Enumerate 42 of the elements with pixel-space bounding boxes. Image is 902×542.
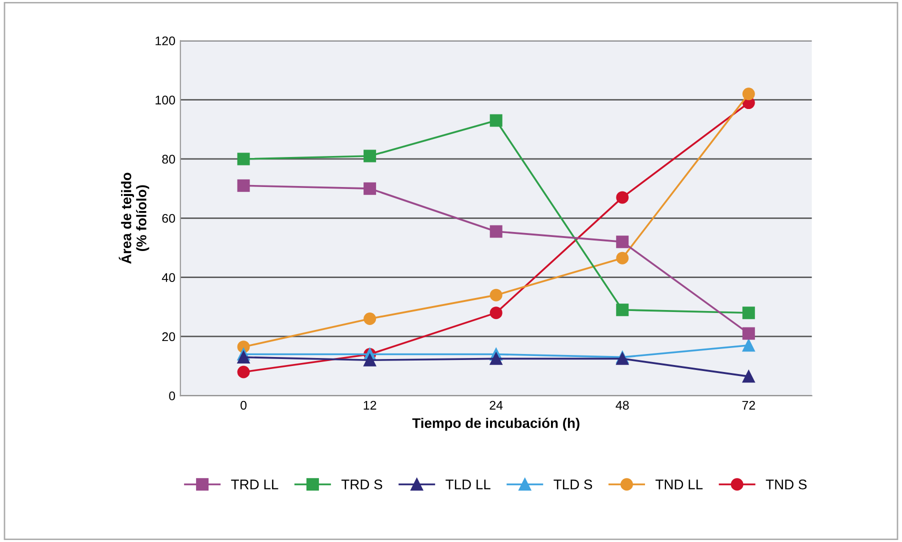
point bbox=[490, 114, 502, 127]
point bbox=[742, 327, 755, 340]
y-tick-label: 80 bbox=[162, 154, 176, 164]
point bbox=[616, 236, 629, 248]
y-tick-label: 60 bbox=[162, 214, 176, 223]
point bbox=[616, 191, 629, 204]
x-tick-label: 48 bbox=[616, 400, 629, 410]
x-tick-label: 24 bbox=[490, 400, 503, 410]
point bbox=[490, 352, 502, 365]
point bbox=[364, 354, 376, 366]
point bbox=[237, 366, 250, 378]
point bbox=[616, 304, 629, 316]
point bbox=[616, 252, 629, 264]
point bbox=[364, 182, 376, 195]
point bbox=[237, 179, 250, 192]
y-tick-label: 0 bbox=[169, 391, 176, 400]
x-tick-label: 12 bbox=[364, 400, 376, 410]
point bbox=[742, 306, 755, 320]
legend-label: TND S bbox=[766, 480, 807, 490]
legend-label: TLD S bbox=[554, 480, 592, 490]
point bbox=[364, 312, 376, 325]
x-tick-label: 72 bbox=[742, 400, 755, 410]
x-axis-title: Tiempo de incubación (h) bbox=[412, 418, 580, 431]
y-tick-label: 20 bbox=[162, 332, 176, 342]
point bbox=[742, 370, 755, 383]
y-axis-title: Área de tejido (% folíolo) bbox=[118, 172, 150, 264]
legend-label: TLD LL bbox=[446, 480, 490, 490]
point bbox=[490, 225, 502, 238]
legend-label: TRD LL bbox=[231, 480, 278, 490]
point bbox=[237, 152, 250, 166]
y-tick-label: 120 bbox=[156, 36, 176, 46]
legend-label: TRD S bbox=[341, 480, 382, 490]
point bbox=[490, 306, 502, 320]
point bbox=[742, 88, 755, 100]
point bbox=[237, 350, 250, 364]
point bbox=[364, 150, 376, 162]
point bbox=[742, 339, 755, 352]
legend-label: TND LL bbox=[656, 480, 703, 490]
y-tick-label: 40 bbox=[162, 273, 176, 282]
x-tick-label: 0 bbox=[240, 400, 247, 410]
y-tick-label: 100 bbox=[156, 96, 176, 104]
point bbox=[490, 288, 502, 302]
